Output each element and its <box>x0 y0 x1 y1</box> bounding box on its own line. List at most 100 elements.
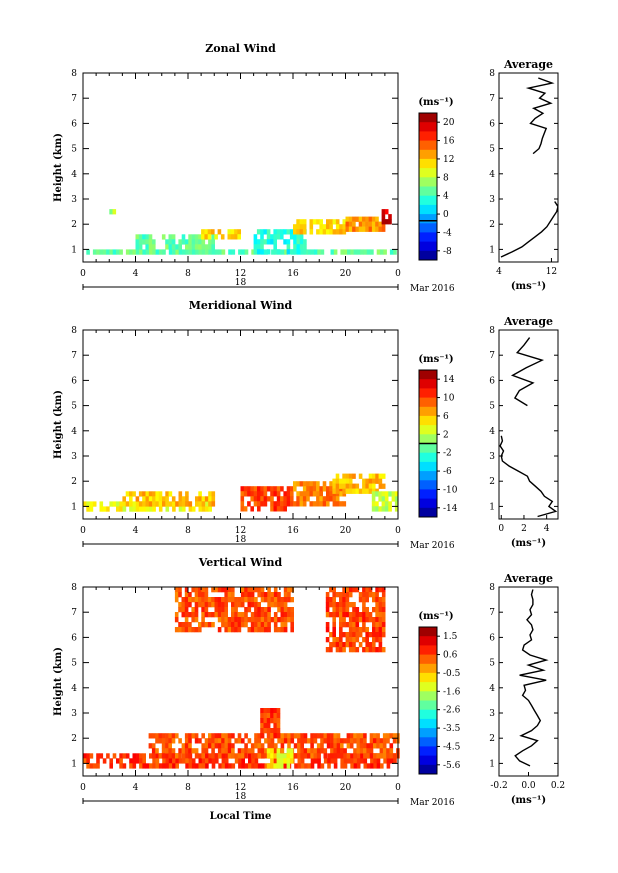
heatmap-cell <box>342 587 346 593</box>
heatmap-cell <box>371 491 376 497</box>
heatmap-cell <box>231 748 235 754</box>
heatmap-cell <box>264 617 268 623</box>
heatmap-cell <box>132 491 136 497</box>
heatmap-cell <box>250 748 255 754</box>
heatmap-cell <box>215 249 219 255</box>
heatmap-cell <box>151 753 156 759</box>
heatmap-cell <box>201 597 205 603</box>
heatmap-cell <box>132 249 137 255</box>
heatmap-cell <box>149 753 153 759</box>
heatmap-cell <box>211 496 216 502</box>
heatmap-cell <box>195 249 199 255</box>
heatmap-cell <box>359 738 364 744</box>
heatmap-cell <box>211 748 215 754</box>
heatmap-cell <box>145 501 150 507</box>
x-tick-label: 0 <box>80 526 86 536</box>
heatmap-cell <box>378 496 382 502</box>
heatmap-cell <box>283 617 288 623</box>
heatmap-cell <box>280 627 285 633</box>
heatmap-cell <box>161 748 166 754</box>
colorbar-segment <box>419 700 437 711</box>
heatmap-cell <box>365 483 369 489</box>
heatmap-cell <box>205 763 209 769</box>
heatmap-cell <box>205 753 209 759</box>
heatmap-cell <box>221 738 225 744</box>
heatmap-cell <box>352 607 356 613</box>
heatmap-cell <box>204 587 209 593</box>
heatmap-cell <box>125 501 130 507</box>
colorbar-label: 8 <box>443 173 449 183</box>
colorbar-segment <box>419 415 437 426</box>
heatmap-cell <box>201 733 205 739</box>
heatmap-cell <box>388 491 392 497</box>
heatmap-cell <box>191 234 196 240</box>
heatmap-cell <box>191 617 195 623</box>
heatmap-cell <box>273 249 277 255</box>
y-tick-label: 8 <box>71 583 77 593</box>
heatmap-cell <box>214 587 219 593</box>
heatmap-cell <box>333 743 337 749</box>
heatmap-cell <box>257 587 261 593</box>
heatmap-cell <box>211 622 215 628</box>
average-y-tick-label: 3 <box>489 709 495 719</box>
heatmap-cell <box>286 758 291 764</box>
heatmap-cell <box>353 748 357 754</box>
heatmap-cell <box>280 501 284 507</box>
average-x-tick-label: 12 <box>546 267 557 277</box>
heatmap-cell <box>231 587 235 593</box>
heatmap-cell <box>362 627 366 633</box>
heatmap-cell <box>198 491 202 497</box>
heatmap-cell <box>250 486 254 492</box>
heatmap-cell <box>355 216 359 222</box>
heatmap-cell <box>152 763 156 769</box>
heatmap-cell <box>388 214 392 220</box>
heatmap-cell <box>201 587 205 593</box>
heatmap-cell <box>365 632 369 638</box>
heatmap-cell <box>248 753 252 759</box>
heatmap-cell <box>224 763 229 769</box>
heatmap-cell <box>178 501 183 507</box>
heatmap-cell <box>125 753 130 759</box>
heatmap-cell <box>299 481 304 487</box>
heatmap-cell <box>276 713 281 719</box>
heatmap-cell <box>339 622 343 628</box>
heatmap-cell <box>208 491 212 497</box>
heatmap-cell <box>244 587 248 593</box>
heatmap-cell <box>132 501 137 507</box>
heatmap-cell <box>306 486 310 492</box>
heatmap-cell <box>370 249 374 255</box>
heatmap-cell <box>174 597 179 603</box>
heatmap-cell <box>339 229 343 235</box>
heatmap-cell <box>241 249 245 255</box>
heatmap-cell <box>221 733 225 739</box>
heatmap-cell <box>266 753 271 759</box>
heatmap-cell <box>240 587 245 593</box>
heatmap-cell <box>142 758 146 764</box>
date-label: 18 <box>235 535 247 545</box>
heatmap-cell <box>343 748 347 754</box>
heatmap-cell <box>224 738 229 744</box>
heatmap-cell <box>363 758 368 764</box>
heatmap-cell <box>266 708 271 714</box>
heatmap-cell <box>204 738 209 744</box>
heatmap-cell <box>244 607 248 613</box>
heatmap-cell <box>299 229 304 235</box>
heatmap-cell <box>161 743 166 749</box>
heatmap-cell <box>316 496 320 502</box>
colorbar-segment <box>419 746 437 756</box>
heatmap-cell <box>86 249 90 255</box>
heatmap-cell <box>319 224 323 230</box>
colorbar-unit: (ms⁻¹) <box>418 611 453 622</box>
heatmap-cell <box>227 622 232 628</box>
heatmap-cell <box>231 597 235 603</box>
heatmap-cell <box>251 249 255 255</box>
heatmap-cell <box>355 488 360 494</box>
heatmap-cell <box>345 488 350 494</box>
heatmap-cell <box>267 627 271 633</box>
colorbar-label: -2 <box>443 449 452 459</box>
heatmap-cell <box>358 597 363 603</box>
heatmap-cell <box>221 748 225 754</box>
heatmap-cell <box>174 627 179 633</box>
heatmap-cell <box>194 748 199 754</box>
